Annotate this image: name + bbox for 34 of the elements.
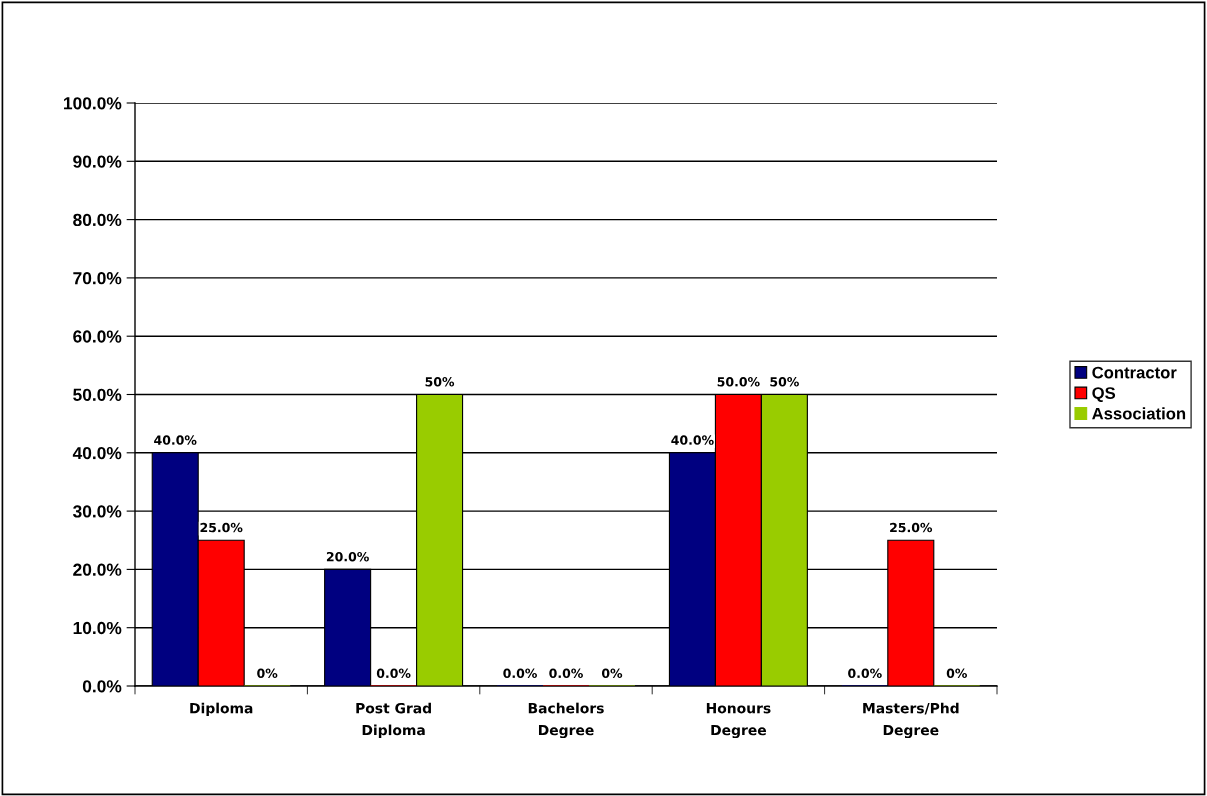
legend-label: QS [1092,387,1116,403]
x-tick-label: Honours Degree [706,703,771,739]
y-tick-label: 10.0% [73,621,122,635]
y-tick-label: 90.0% [73,155,122,168]
data-label: 25.0% [200,522,243,533]
y-tick-label: 80.0% [73,213,122,227]
data-label: 0.0% [549,668,583,679]
y-tick-label: 0.0% [82,680,122,693]
legend-label: Contractor [1092,366,1177,379]
y-tick-label: 20.0% [73,563,122,576]
data-label: 0.0% [503,668,537,679]
data-label: 50% [425,377,455,387]
legend-label: Association [1092,407,1186,420]
data-label: 0.0% [848,668,882,679]
data-label: 25.0% [890,522,933,533]
data-label: 0% [946,668,967,679]
y-tick-label: 40.0% [72,446,122,460]
x-tick-label: Post Grad Diploma [356,702,431,738]
y-tick-label: 30.0% [72,505,122,518]
y-tick-label: 60.0% [73,330,122,343]
x-tick-label: Diploma [190,702,253,717]
y-tick-label: 50.0% [73,388,122,401]
y-tick-label: 100.0% [64,97,122,110]
data-label: 50% [770,377,799,387]
y-tick-label: 70.0% [73,272,122,285]
data-label: 20.0% [326,551,369,562]
data-label: 40.0% [671,435,714,445]
data-label: 0% [601,668,623,679]
data-label: 0% [257,668,278,679]
data-label: 0.0% [376,668,411,679]
x-tick-label: Masters/Phd Degree [863,702,959,739]
data-label: 40.0% [154,435,197,445]
x-tick-label: Bachelors Degree [528,702,604,739]
data-label: 50.0% [717,377,760,387]
